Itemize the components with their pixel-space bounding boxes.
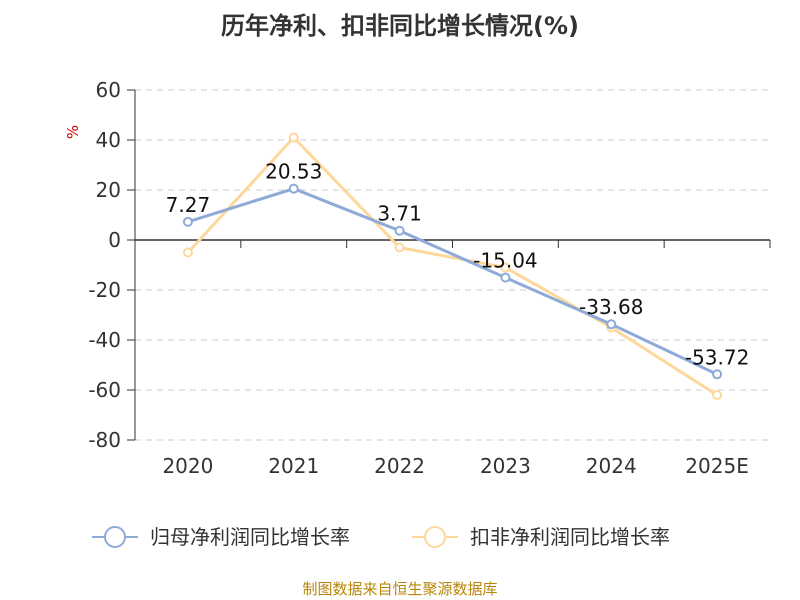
legend[interactable]: 归母净利润同比增长率 扣非净利润同比增长率 xyxy=(92,525,670,549)
y-tick-label: 60 xyxy=(96,78,121,102)
x-tick-label: 2022 xyxy=(374,454,425,478)
series-line-1 xyxy=(186,136,718,397)
x-tick-label: 2024 xyxy=(586,454,637,478)
x-tick-label: 2020 xyxy=(162,454,213,478)
series-1-point[interactable] xyxy=(394,242,405,253)
axes: 60 40 20 0 -20 -40 -60 -80 2020 2021 2022 2023 2024 2… xyxy=(88,78,771,478)
y-tick-label: 20 xyxy=(96,178,121,202)
data-label: 7.27 xyxy=(166,193,211,217)
series-0-point[interactable] xyxy=(182,216,193,227)
y-axis-unit-label: % xyxy=(64,125,82,139)
series-1-point[interactable] xyxy=(288,132,299,143)
series-1-point[interactable] xyxy=(712,390,723,400)
data-label: 3.71 xyxy=(377,202,422,226)
data-label: -15.04 xyxy=(473,249,537,273)
series-1-point[interactable] xyxy=(500,262,511,273)
series-0-point[interactable] xyxy=(606,319,617,330)
series-0-point[interactable] xyxy=(712,369,723,380)
series-1-point[interactable] xyxy=(182,247,193,258)
y-tick-label: -80 xyxy=(88,428,121,452)
series-0-point[interactable] xyxy=(394,225,405,236)
source-note: 制图数据来自恒生聚源数据库 xyxy=(302,580,498,598)
series-line-0 xyxy=(187,187,718,376)
y-tick-label: -40 xyxy=(88,328,121,352)
data-labels: 7.27 20.53 3.71 -15.04 -33.68 -53.72 xyxy=(166,160,750,370)
x-tick-label: 2025E xyxy=(685,454,749,478)
legend-item-1[interactable]: 扣非净利润同比增长率 xyxy=(412,525,670,549)
y-tick-label: -60 xyxy=(88,378,121,402)
data-label: -53.72 xyxy=(685,345,749,369)
series-0-point[interactable] xyxy=(288,183,299,194)
legend-marker-icon xyxy=(104,526,126,548)
data-label: 20.53 xyxy=(265,160,322,184)
legend-label: 扣非净利润同比增长率 xyxy=(470,525,670,549)
grid-lines xyxy=(135,89,770,441)
legend-item-0[interactable]: 归母净利润同比增长率 xyxy=(92,525,350,549)
series-layer xyxy=(182,132,723,400)
x-tick-label: 2021 xyxy=(268,454,319,478)
series-0-point[interactable] xyxy=(500,272,511,283)
data-label: -33.68 xyxy=(579,295,643,319)
y-tick-label: -20 xyxy=(88,278,121,302)
legend-marker-icon xyxy=(424,526,446,548)
x-tick-label: 2023 xyxy=(480,454,531,478)
chart-title: 历年净利、扣非同比增长情况(%) xyxy=(221,12,579,40)
legend-label: 归母净利润同比增长率 xyxy=(150,525,350,549)
y-tick-label: 0 xyxy=(108,228,121,252)
y-tick-label: 40 xyxy=(96,128,121,152)
